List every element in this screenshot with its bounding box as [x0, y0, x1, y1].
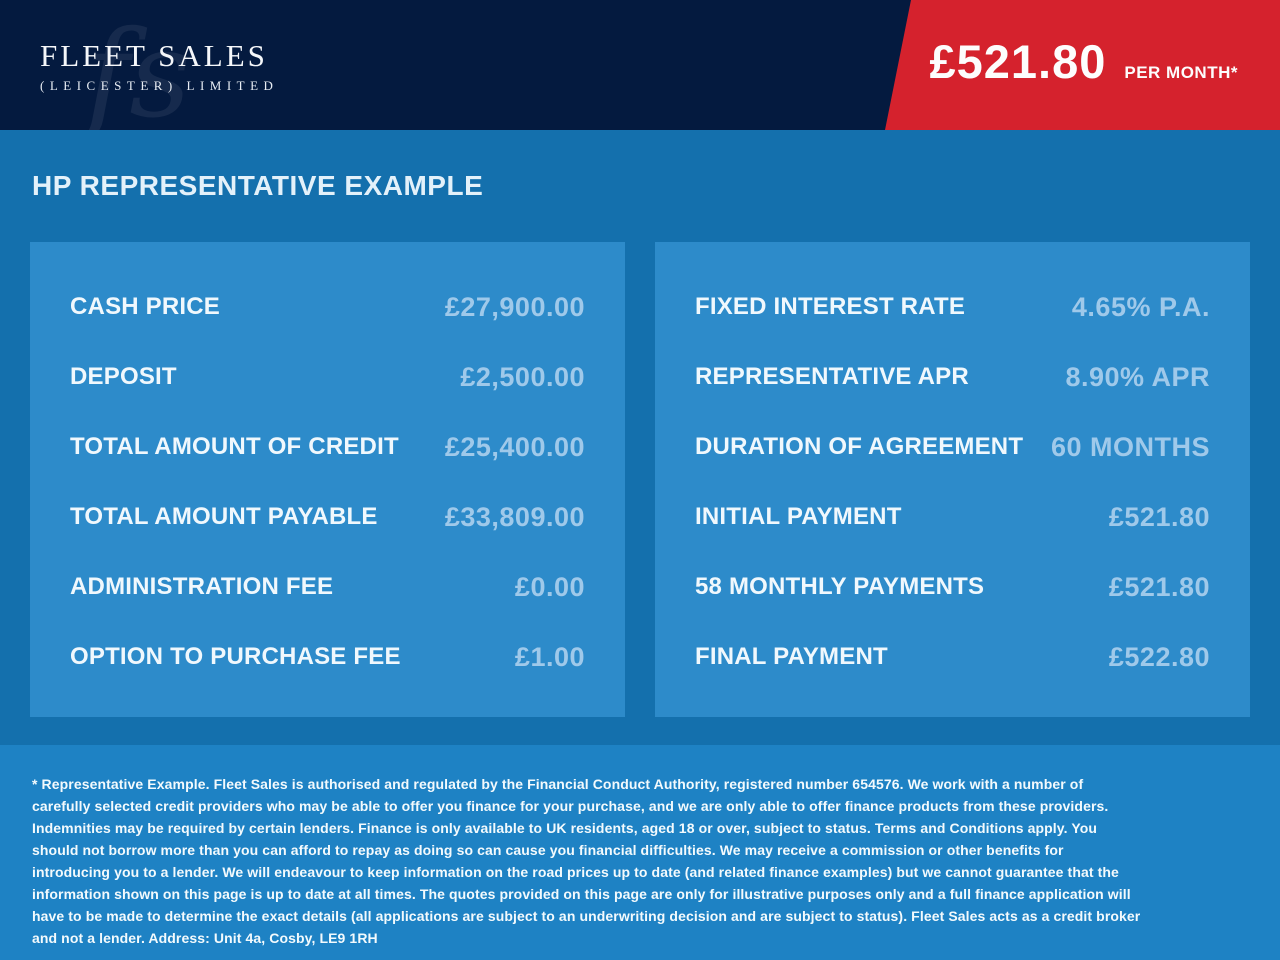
monthly-price-per-label: PER MONTH*	[1124, 63, 1238, 82]
finance-row: ADMINISTRATION FEE £0.00	[70, 552, 585, 622]
finance-row: FIXED INTEREST RATE 4.65% P.A.	[695, 272, 1210, 342]
finance-label: ADMINISTRATION FEE	[70, 573, 334, 600]
finance-label: 58 MONTHLY PAYMENTS	[695, 573, 985, 600]
finance-row: DURATION OF AGREEMENT 60 MONTHS	[695, 412, 1210, 482]
monthly-price-banner: £521.80 PER MONTH*	[885, 0, 1280, 130]
finance-row: TOTAL AMOUNT OF CREDIT £25,400.00	[70, 412, 585, 482]
finance-row: 58 MONTHLY PAYMENTS £521.80	[695, 552, 1210, 622]
finance-value: 60 MONTHS	[1050, 431, 1210, 462]
page-title: HP REPRESENTATIVE EXAMPLE	[32, 170, 484, 201]
finance-label: FINAL PAYMENT	[695, 643, 888, 670]
finance-row: TOTAL AMOUNT PAYABLE £33,809.00	[70, 482, 585, 552]
finance-row: CASH PRICE £27,900.00	[70, 272, 585, 342]
finance-value: £0.00	[514, 571, 585, 602]
finance-panel-left: CASH PRICE £27,900.00 DEPOSIT £2,500.00 …	[30, 242, 625, 717]
finance-label: TOTAL AMOUNT OF CREDIT	[70, 433, 399, 460]
finance-row: FINAL PAYMENT £522.80	[695, 622, 1210, 692]
finance-label: CASH PRICE	[70, 293, 221, 320]
disclaimer-text: * Representative Example. Fleet Sales is…	[32, 776, 1141, 946]
finance-label: INITIAL PAYMENT	[695, 503, 902, 530]
finance-panel-right: FIXED INTEREST RATE 4.65% P.A. REPRESENT…	[655, 242, 1250, 717]
finance-label: REPRESENTATIVE APR	[695, 363, 969, 390]
monthly-price-amount: £521.80	[929, 35, 1107, 88]
finance-panels: CASH PRICE £27,900.00 DEPOSIT £2,500.00 …	[30, 242, 1250, 717]
logo-company-subtitle: (LEICESTER) LIMITED	[40, 78, 279, 93]
finance-row: DEPOSIT £2,500.00	[70, 342, 585, 412]
finance-value: £521.80	[1108, 571, 1210, 602]
finance-row: INITIAL PAYMENT £521.80	[695, 482, 1210, 552]
finance-value: 8.90% APR	[1065, 361, 1210, 392]
finance-label: DURATION OF AGREEMENT	[695, 433, 1024, 460]
finance-value: £33,809.00	[444, 501, 585, 532]
finance-value: £1.00	[514, 641, 585, 672]
finance-value: £2,500.00	[460, 361, 585, 392]
finance-value: £25,400.00	[444, 431, 585, 462]
finance-row: OPTION TO PURCHASE FEE £1.00	[70, 622, 585, 692]
finance-label: FIXED INTEREST RATE	[695, 293, 966, 320]
header-bar: fs FLEET SALES (LEICESTER) LIMITED £521.…	[0, 0, 1280, 130]
finance-row: REPRESENTATIVE APR 8.90% APR	[695, 342, 1210, 412]
finance-label: OPTION TO PURCHASE FEE	[70, 643, 401, 670]
footer-disclaimer-section: * Representative Example. Fleet Sales is…	[0, 745, 1280, 960]
finance-value: £522.80	[1108, 641, 1210, 672]
main-content: HP REPRESENTATIVE EXAMPLE CASH PRICE £27…	[0, 130, 1280, 745]
finance-value: £27,900.00	[444, 291, 585, 322]
logo-company-name: FLEET SALES	[40, 38, 268, 73]
company-logo: fs FLEET SALES (LEICESTER) LIMITED	[40, 6, 279, 130]
finance-label: DEPOSIT	[70, 363, 177, 390]
finance-label: TOTAL AMOUNT PAYABLE	[70, 503, 378, 530]
finance-value: 4.65% P.A.	[1071, 291, 1210, 322]
finance-value: £521.80	[1108, 501, 1210, 532]
